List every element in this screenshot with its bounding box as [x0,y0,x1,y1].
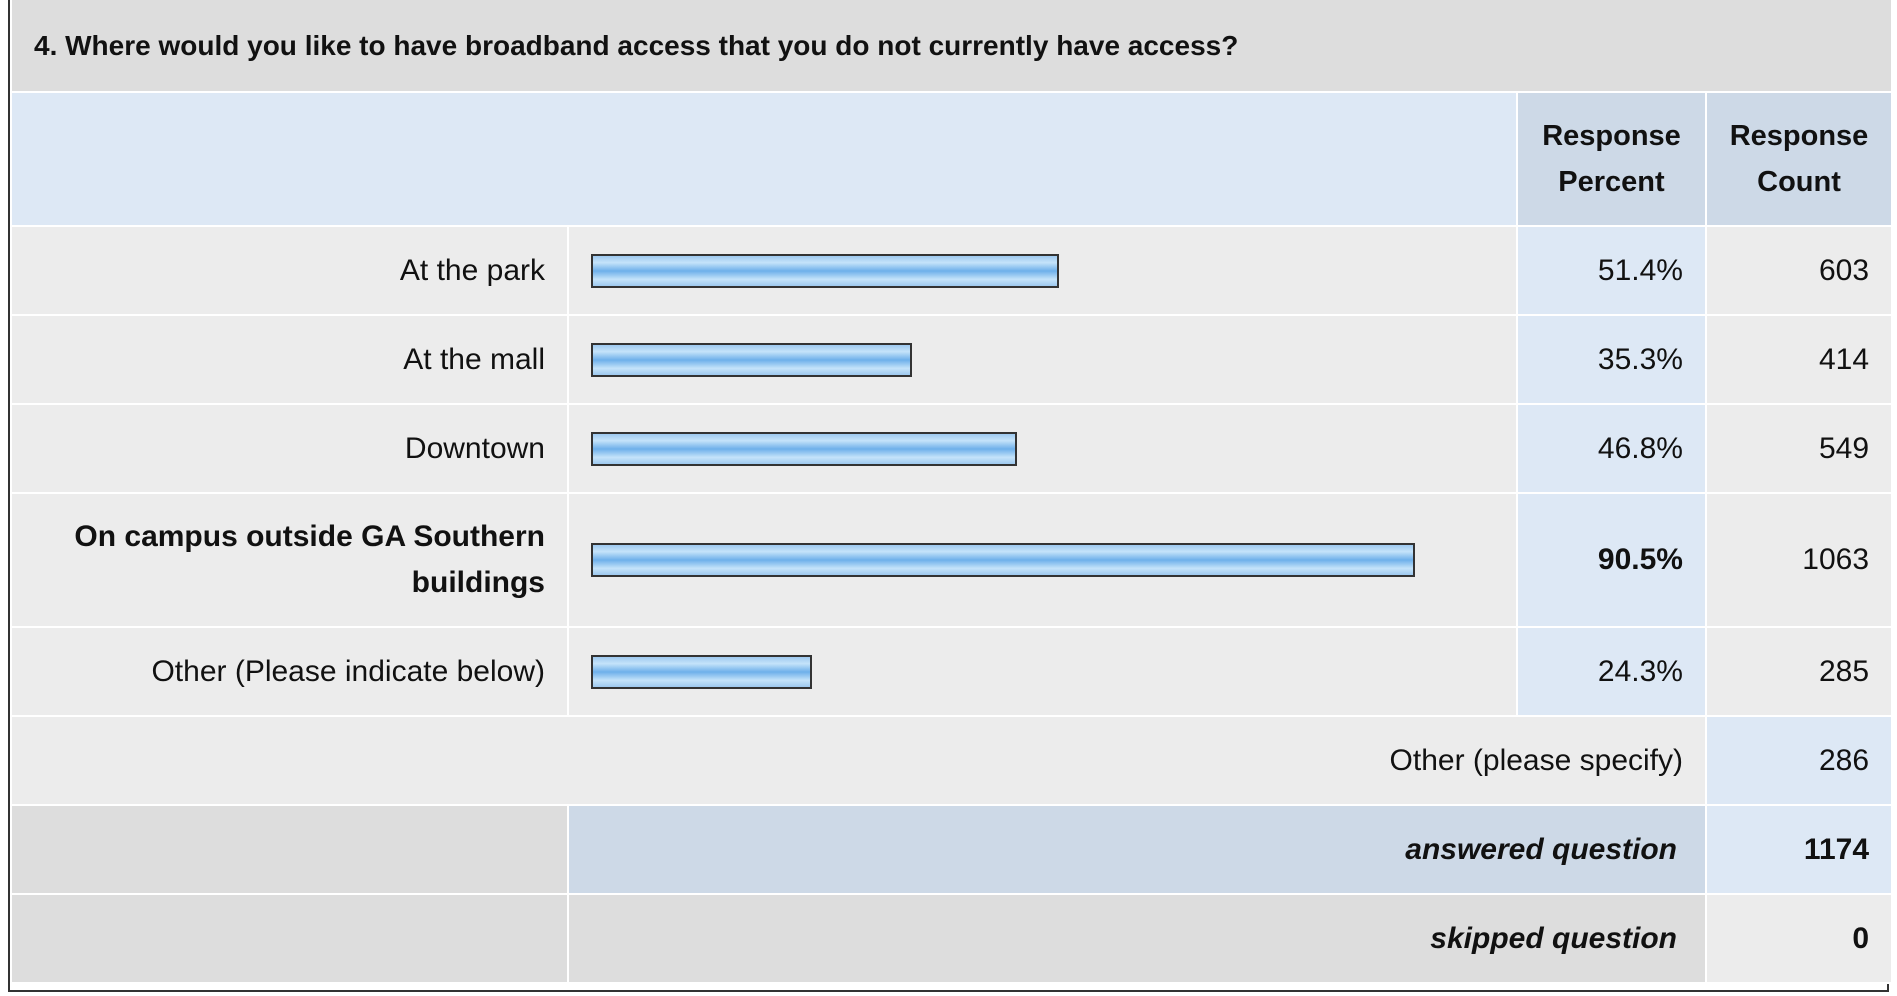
bar [591,543,1415,577]
response-count-value: 549 [1704,403,1894,494]
results-table: 4. Where would you like to have broadban… [9,0,1894,984]
bar-cell [567,403,1518,494]
table-row: At the park 51.4% 603 [10,225,1894,316]
skipped-blank [10,893,569,984]
other-specify-count: 286 [1704,715,1894,806]
response-percent-value: 51.4% [1516,225,1707,316]
response-percent-value: 46.8% [1516,403,1707,494]
response-count-value: 1063 [1704,492,1894,628]
answered-question-value: 1174 [1704,804,1894,895]
response-percent-value: 24.3% [1516,626,1707,717]
response-count-value: 285 [1704,626,1894,717]
bar-cell [567,492,1518,628]
category-label: On campus outside GA Southern buildings [10,492,569,628]
bar [591,253,1059,288]
bar [591,654,812,689]
header-response-count: Response Count [1704,91,1894,227]
bar [591,342,912,377]
response-count-value: 414 [1704,314,1894,405]
header-response-count-line2: Count [1757,166,1841,198]
survey-question-panel: 4. Where would you like to have broadban… [8,0,1894,992]
other-specify-label: Other (please specify) [10,715,1707,806]
table-row: Other (Please indicate below) 24.3% 285 [10,626,1894,717]
bar-cell [567,314,1518,405]
answered-question-label: answered question [567,804,1707,895]
skipped-question-label: skipped question [567,893,1707,984]
header-response-percent: Response Percent [1516,91,1707,227]
category-label: At the mall [10,314,569,405]
table-row: Downtown 46.8% 549 [10,403,1894,494]
header-response-percent-line2: Percent [1558,166,1665,198]
skipped-question-value: 0 [1704,893,1894,984]
table-row: On campus outside GA Southern buildings 9… [10,492,1894,628]
category-label: Other (Please indicate below) [10,626,569,717]
category-label: At the park [10,225,569,316]
table-row: At the mall 35.3% 414 [10,314,1894,405]
header-response-count-line1: Response [1729,120,1869,152]
bar [591,431,1017,466]
answered-blank [10,804,569,895]
question-title: 4. Where would you like to have broadban… [9,0,1894,93]
category-label: Downtown [10,403,569,494]
bar-cell [567,626,1518,717]
response-percent-value: 90.5% [1516,492,1707,628]
bar-cell [567,225,1518,316]
header-blank [10,91,1518,227]
response-count-value: 603 [1704,225,1894,316]
header-response-percent-line1: Response [1542,120,1681,152]
response-percent-value: 35.3% [1516,314,1707,405]
